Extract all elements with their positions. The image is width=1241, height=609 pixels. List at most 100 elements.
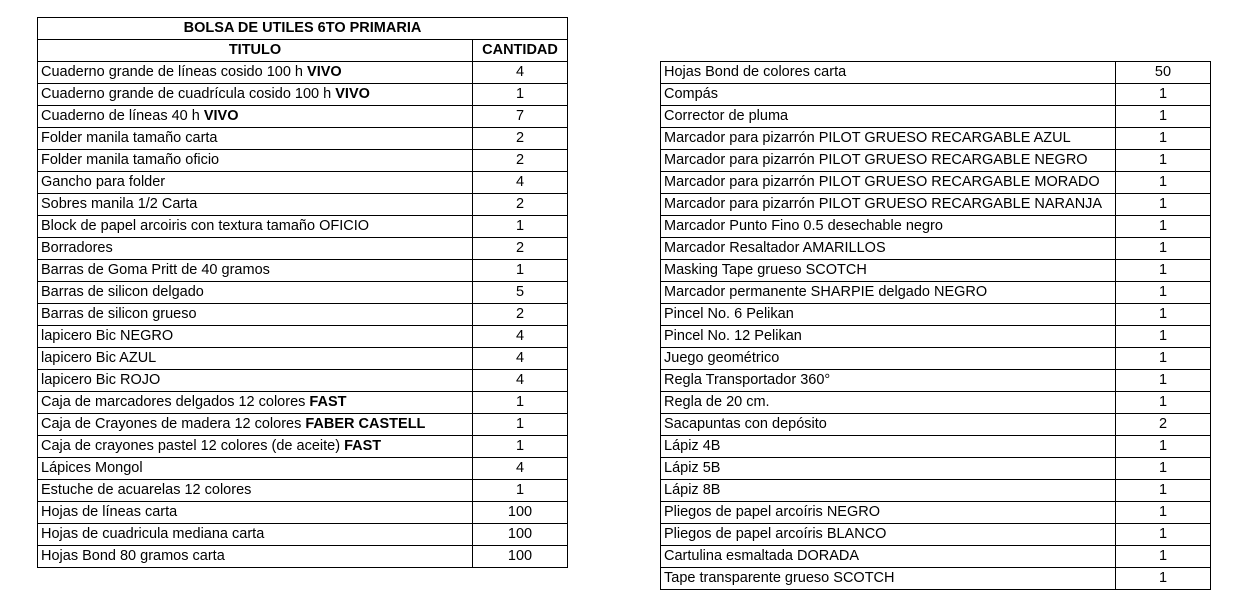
quantity-cell: 1: [1115, 127, 1211, 150]
item-cell: Barras de silicon delgado: [37, 281, 473, 304]
item-text: Estuche de acuarelas 12 colores: [41, 482, 252, 498]
item-text: lapicero Bic ROJO: [41, 372, 161, 388]
quantity-cell: 5: [471, 281, 569, 304]
item-text: Lápices Mongol: [41, 460, 143, 476]
table-row: Folder manila tamaño oficio 2: [37, 149, 569, 172]
item-cell: Folder manila tamaño oficio: [37, 149, 473, 172]
quantity-cell: 1: [1115, 545, 1211, 568]
item-cell: Block de papel arcoiris con textura tama…: [37, 215, 473, 238]
table-row: Regla de 20 cm. 1: [660, 391, 1211, 414]
item-cell: Lápiz 4B: [660, 435, 1116, 458]
item-cell: Marcador para pizarrón PILOT GRUESO RECA…: [660, 149, 1116, 172]
item-text: Juego geométrico: [664, 350, 780, 366]
table-row: Gancho para folder 4: [37, 171, 569, 194]
item-cell: Barras de silicon grueso: [37, 303, 473, 326]
item-text: Borradores: [41, 240, 113, 256]
item-cell: Sacapuntas con depósito: [660, 413, 1116, 436]
item-cell: Hojas de cuadricula mediana carta: [37, 523, 473, 546]
quantity-cell: 1: [1115, 303, 1211, 326]
quantity-cell: 4: [471, 347, 569, 370]
left-table: BOLSA DE UTILES 6TO PRIMARIA TITULO CANT…: [36, 17, 569, 568]
item-text: Pincel No. 6 Pelikan: [664, 306, 794, 322]
item-text: Marcador para pizarrón PILOT GRUESO RECA…: [664, 174, 1100, 190]
quantity-cell: 1: [1115, 105, 1211, 128]
quantity-cell: 1: [1115, 523, 1211, 546]
table-row: Cartulina esmaltada DORADA 1: [660, 545, 1211, 568]
item-cell: lapicero Bic AZUL: [37, 347, 473, 370]
item-cell: Marcador Punto Fino 0.5 desechable negro: [660, 215, 1116, 238]
table-title: BOLSA DE UTILES 6TO PRIMARIA: [36, 17, 569, 40]
table-row: Sacapuntas con depósito 2: [660, 413, 1211, 436]
table-row: Lápiz 5B 1: [660, 457, 1211, 480]
table-row: Hojas de cuadricula mediana carta 100: [37, 523, 569, 546]
quantity-cell: 1: [1115, 83, 1211, 106]
table-row: Marcador para pizarrón PILOT GRUESO RECA…: [660, 127, 1211, 150]
item-text: Barras de Goma Pritt de 40 gramos: [41, 262, 270, 278]
item-text: Barras de silicon grueso: [41, 306, 197, 322]
item-cell: Masking Tape grueso SCOTCH: [660, 259, 1116, 282]
quantity-cell: 1: [471, 259, 569, 282]
table-row: Block de papel arcoiris con textura tama…: [37, 215, 569, 238]
item-cell: lapicero Bic NEGRO: [37, 325, 473, 348]
table-row: Masking Tape grueso SCOTCH 1: [660, 259, 1211, 282]
quantity-cell: 4: [471, 457, 569, 480]
table-row: Pliegos de papel arcoíris BLANCO 1: [660, 523, 1211, 546]
item-text: Cuaderno de líneas 40 h: [41, 108, 200, 124]
item-cell: Barras de Goma Pritt de 40 gramos: [37, 259, 473, 282]
item-text: Hojas Bond de colores carta: [664, 64, 847, 80]
item-text: Caja de marcadores delgados 12 colores: [41, 394, 306, 410]
item-cell: Cuaderno grande de líneas cosido 100 h V…: [37, 61, 473, 84]
table-row: Lápices Mongol 4: [37, 457, 569, 480]
item-cell: Marcador permanente SHARPIE delgado NEGR…: [660, 281, 1116, 304]
item-text: Marcador para pizarrón PILOT GRUESO RECA…: [664, 152, 1088, 168]
item-cell: Marcador Resaltador AMARILLOS: [660, 237, 1116, 260]
quantity-cell: 50: [1115, 61, 1211, 84]
table-row: Caja de marcadores delgados 12 colores F…: [37, 391, 569, 414]
table-row: lapicero Bic NEGRO 4: [37, 325, 569, 348]
item-text: Marcador para pizarrón PILOT GRUESO RECA…: [664, 196, 1103, 212]
quantity-cell: 1: [1115, 435, 1211, 458]
item-cell: Lápices Mongol: [37, 457, 473, 480]
table-row: Compás 1: [660, 83, 1211, 106]
item-cell: Caja de marcadores delgados 12 colores F…: [37, 391, 473, 414]
table-row: Marcador para pizarrón PILOT GRUESO RECA…: [660, 149, 1211, 172]
item-cell: Marcador para pizarrón PILOT GRUESO RECA…: [660, 127, 1116, 150]
item-text: Hojas de cuadricula mediana carta: [41, 526, 265, 542]
item-cell: Lápiz 5B: [660, 457, 1116, 480]
item-text: Pliegos de papel arcoíris BLANCO: [664, 526, 887, 542]
table-row: Corrector de pluma 1: [660, 105, 1211, 128]
table-row: Pliegos de papel arcoíris NEGRO 1: [660, 501, 1211, 524]
quantity-cell: 2: [471, 237, 569, 260]
quantity-cell: 100: [471, 523, 569, 546]
quantity-cell: 1: [1115, 369, 1211, 392]
quantity-cell: 1: [1115, 479, 1211, 502]
quantity-cell: 1: [1115, 501, 1211, 524]
table-row: Cuaderno grande de cuadrícula cosido 100…: [37, 83, 569, 106]
item-cell: Caja de Crayones de madera 12 colores FA…: [37, 413, 473, 436]
table-row: Barras de Goma Pritt de 40 gramos 1: [37, 259, 569, 282]
table-row: lapicero Bic ROJO 4: [37, 369, 569, 392]
table-row: Barras de silicon grueso 2: [37, 303, 569, 326]
item-text: Masking Tape grueso SCOTCH: [664, 262, 867, 278]
table-row: Marcador Punto Fino 0.5 desechable negro…: [660, 215, 1211, 238]
item-cell: Marcador para pizarrón PILOT GRUESO RECA…: [660, 193, 1116, 216]
table-row: Caja de Crayones de madera 12 colores FA…: [37, 413, 569, 436]
table-row: Lápiz 4B 1: [660, 435, 1211, 458]
table-row: Marcador Resaltador AMARILLOS 1: [660, 237, 1211, 260]
item-text: Hojas de líneas carta: [41, 504, 178, 520]
item-text: Cuaderno grande de líneas cosido 100 h: [41, 64, 303, 80]
item-text: Hojas Bond 80 gramos carta: [41, 548, 225, 564]
item-text: Marcador para pizarrón PILOT GRUESO RECA…: [664, 130, 1071, 146]
item-text: Barras de silicon delgado: [41, 284, 204, 300]
brand-text: FABER CASTELL: [305, 416, 426, 432]
table-row: Marcador para pizarrón PILOT GRUESO RECA…: [660, 193, 1211, 216]
item-cell: Pliegos de papel arcoíris BLANCO: [660, 523, 1116, 546]
quantity-cell: 1: [1115, 237, 1211, 260]
quantity-cell: 2: [471, 303, 569, 326]
table-row: Tape transparente grueso SCOTCH 1: [660, 567, 1211, 590]
quantity-cell: 4: [471, 171, 569, 194]
item-cell: Juego geométrico: [660, 347, 1116, 370]
item-cell: Estuche de acuarelas 12 colores: [37, 479, 473, 502]
item-text: Block de papel arcoiris con textura tama…: [41, 218, 370, 234]
